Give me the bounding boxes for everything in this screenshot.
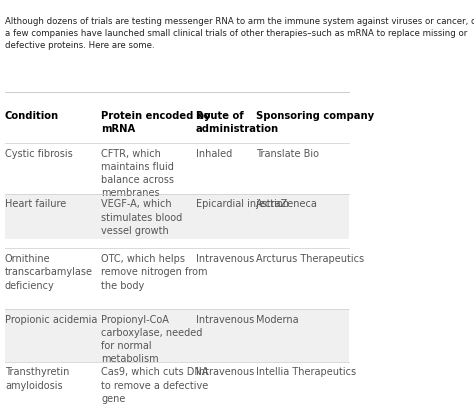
Text: Sponsoring company: Sponsoring company: [255, 110, 374, 121]
Text: Propionic acidemia: Propionic acidemia: [5, 314, 97, 324]
Text: Transthyretin
amyloidosis: Transthyretin amyloidosis: [5, 366, 69, 390]
Text: OTC, which helps
remove nitrogen from
the body: OTC, which helps remove nitrogen from th…: [101, 254, 208, 290]
Text: Intravenous: Intravenous: [196, 314, 254, 324]
Text: Intravenous: Intravenous: [196, 366, 254, 377]
Text: AstraZeneca: AstraZeneca: [255, 199, 318, 209]
Text: Propionyl-CoA
carboxylase, needed
for normal
metabolism: Propionyl-CoA carboxylase, needed for no…: [101, 314, 203, 364]
Text: Heart failure: Heart failure: [5, 199, 66, 209]
Text: Protein encoded by
mRNA: Protein encoded by mRNA: [101, 110, 211, 134]
Text: Although dozens of trials are testing messenger RNA to arm the immune system aga: Although dozens of trials are testing me…: [5, 17, 474, 49]
Text: Intravenous: Intravenous: [196, 254, 254, 263]
Text: Cas9, which cuts DNA
to remove a defective
gene: Cas9, which cuts DNA to remove a defecti…: [101, 366, 209, 403]
Text: CFTR, which
maintains fluid
balance across
membranes: CFTR, which maintains fluid balance acro…: [101, 148, 174, 198]
Text: Route of
administration: Route of administration: [196, 110, 279, 134]
Text: Ornithine
transcarbamylase
deficiency: Ornithine transcarbamylase deficiency: [5, 254, 93, 290]
Text: Translate Bio: Translate Bio: [255, 148, 319, 158]
Text: Cystic fibrosis: Cystic fibrosis: [5, 148, 73, 158]
Text: Inhaled: Inhaled: [196, 148, 232, 158]
FancyBboxPatch shape: [5, 309, 348, 362]
FancyBboxPatch shape: [5, 194, 348, 239]
Text: Arcturus Therapeutics: Arcturus Therapeutics: [255, 254, 364, 263]
Text: VEGF-A, which
stimulates blood
vessel growth: VEGF-A, which stimulates blood vessel gr…: [101, 199, 182, 235]
Text: Epicardial injection: Epicardial injection: [196, 199, 289, 209]
Text: Condition: Condition: [5, 110, 59, 121]
Text: Moderna: Moderna: [255, 314, 298, 324]
Text: Intellia Therapeutics: Intellia Therapeutics: [255, 366, 356, 377]
